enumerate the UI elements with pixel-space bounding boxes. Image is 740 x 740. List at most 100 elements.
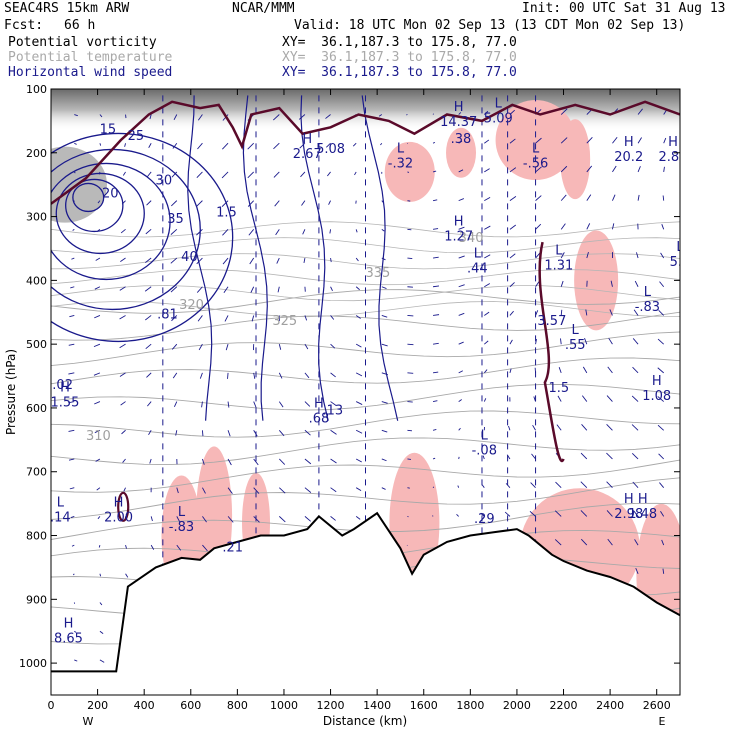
wind-vector [535, 195, 542, 201]
wind-vector [458, 112, 462, 115]
wind-vector [98, 544, 101, 548]
wind-vector [99, 573, 102, 577]
x-axis-label: Distance (km) [323, 714, 407, 728]
wind-vector [304, 458, 312, 465]
wind-vector [120, 401, 126, 406]
wind-vector [122, 171, 126, 176]
pv-positive-shading-9 [574, 230, 619, 331]
wind-vector [249, 257, 255, 265]
wind-vector [458, 255, 465, 259]
isentrope-line [51, 477, 680, 520]
wind-vector [657, 396, 664, 402]
wind-vector [275, 229, 280, 236]
isentrope-line [51, 437, 680, 466]
wind-vector [535, 223, 542, 230]
wind-vector [221, 200, 229, 207]
wind-vector [484, 340, 489, 345]
contour-value: .81 [157, 308, 178, 323]
wind-vector [196, 257, 203, 265]
wind-vector [657, 338, 664, 345]
wind-vector [253, 401, 257, 408]
wind-vector [662, 568, 665, 574]
wind-vector [172, 142, 178, 149]
wind-vector [278, 487, 286, 494]
wind-vector [509, 224, 517, 230]
wind-vector [432, 113, 434, 115]
wind-vector [173, 114, 178, 121]
wind-vector [69, 315, 75, 318]
wind-vector [227, 430, 231, 437]
wind-vector [68, 372, 75, 375]
wind-vector [432, 314, 440, 316]
wind-vector [632, 481, 639, 488]
high-marker: H [454, 215, 464, 230]
wind-vector [95, 458, 101, 462]
wind-vector [68, 429, 75, 432]
wind-vector [150, 544, 155, 550]
isentrope-line [51, 383, 680, 411]
wind-vector [175, 430, 178, 436]
wind-vector [586, 223, 591, 230]
wind-vector [458, 169, 464, 173]
wind-vector [298, 114, 306, 120]
x-tick-label: 400 [134, 699, 155, 712]
wind-vector [509, 195, 517, 201]
wind-vector [328, 200, 331, 205]
field-pv-xy: XY= 36.1,187.3 to 175.8, 77.0 [282, 35, 517, 50]
x-tick-label: 2600 [643, 699, 671, 712]
wind-vector [631, 395, 639, 402]
high-marker: H [114, 495, 124, 510]
pv-positive-shading-10 [560, 119, 591, 200]
low-value: -.83 [635, 300, 660, 315]
wind-vector [637, 194, 640, 201]
low-marker: L [178, 505, 186, 520]
wind-vector [509, 339, 513, 345]
wind-vector [272, 114, 280, 121]
low-value: -.83 [169, 520, 194, 535]
wind-vector [381, 343, 388, 347]
wind-vector [196, 200, 203, 207]
isentrope-label: 340 [459, 231, 484, 246]
pv-small-contour [117, 491, 130, 522]
wind-vector [432, 170, 437, 173]
wind-vector [535, 338, 537, 345]
isotach-contour [300, 95, 329, 421]
wind-vector [355, 458, 362, 463]
field-theta-xy: XY= 36.1,187.3 to 175.8, 77.0 [282, 50, 517, 65]
wind-vector [202, 544, 208, 552]
x-tick-label: 0 [48, 699, 55, 712]
wind-vector [96, 487, 101, 491]
wind-vector [304, 372, 310, 379]
wind-vector [483, 398, 487, 402]
high-value: .68 [309, 412, 330, 427]
wind-vector [658, 453, 665, 460]
wind-vector [247, 200, 255, 207]
low-marker: L [474, 247, 482, 262]
wind-vector [222, 142, 229, 150]
wind-vector [93, 372, 101, 376]
wind-vector [484, 139, 490, 144]
low-marker: L [495, 97, 503, 112]
wind-vector [509, 138, 516, 144]
high-value: 1.27 [444, 230, 473, 245]
wind-vector [304, 487, 312, 493]
wind-vector [560, 165, 568, 173]
wind-vector [432, 400, 438, 403]
wind-vector [635, 567, 639, 574]
isotach-label: 20 [102, 186, 119, 201]
wind-vector [432, 285, 440, 288]
wind-vector [634, 280, 639, 287]
wind-vector [145, 315, 152, 321]
high-marker: H [652, 374, 662, 389]
high-marker: H [454, 100, 464, 115]
isotach-contour [65, 178, 124, 233]
organization: NCAR/MMM [232, 1, 295, 16]
x-tick-label: 2400 [596, 699, 624, 712]
wind-vector [355, 229, 358, 233]
wind-vector [302, 229, 306, 235]
wind-vector [201, 430, 204, 437]
wind-vector [125, 573, 129, 578]
wind-vector [610, 280, 613, 287]
wind-vector [584, 338, 588, 345]
